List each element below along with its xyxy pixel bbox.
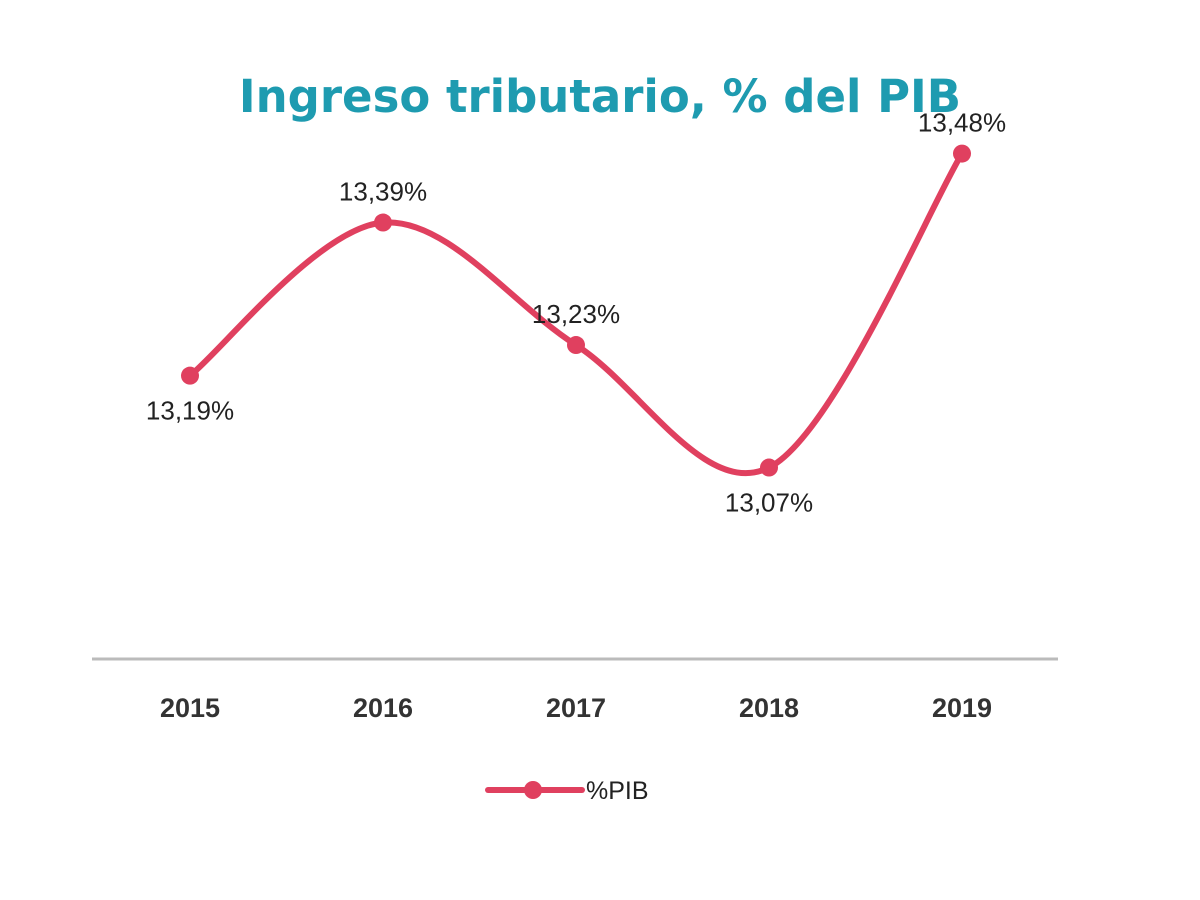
data-point — [374, 213, 392, 232]
data-point — [181, 366, 199, 385]
data-label: 13,07% — [725, 488, 813, 518]
data-label: 13,48% — [918, 108, 1006, 138]
chart-title: Ingreso tributario, % del PIB — [238, 70, 962, 123]
series-line-pib — [187, 150, 965, 477]
x-tick-label: 2015 — [160, 693, 220, 723]
data-label: 13,23% — [532, 299, 620, 329]
legend-marker — [524, 781, 542, 799]
data-point — [760, 458, 778, 477]
data-point — [953, 144, 971, 163]
legend: %PIB — [485, 777, 649, 805]
data-label: 13,19% — [146, 396, 234, 426]
series-points — [181, 144, 971, 477]
series-lines — [187, 150, 965, 477]
x-tick-label: 2019 — [932, 693, 992, 723]
legend-label: %PIB — [586, 777, 649, 805]
x-tick-label: 2016 — [353, 693, 413, 723]
data-labels: 13,19% 13,39% 13,23% 13,07% 13,48% — [146, 108, 1006, 518]
data-point — [567, 336, 585, 355]
data-label: 13,39% — [339, 177, 427, 207]
x-tick-label: 2017 — [546, 693, 606, 723]
x-axis-ticks: 2015 2016 2017 2018 2019 — [160, 693, 992, 723]
x-tick-label: 2018 — [739, 693, 799, 723]
